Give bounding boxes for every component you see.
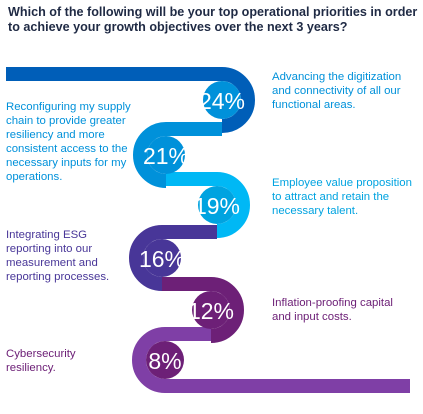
chart-title: Which of the following will be your top … [8,5,418,34]
percent-value-digitization: 24% [199,88,245,114]
label-supply-chain: Reconfiguring my supply chain to provide… [6,101,131,183]
label-inflation-proofing: Inflation-proofing capital and input cos… [272,297,393,323]
percent-circle-digitization [203,81,241,119]
percent-circle-supply-chain [147,136,185,174]
ribbon-path-group [6,67,410,393]
label-esg-reporting: Integrating ESG reporting into our measu… [6,229,110,283]
percent-value-inflation-proofing: 12% [188,298,234,324]
percent-circle-esg-reporting [143,239,181,277]
percent-circle-inflation-proofing [192,291,230,329]
label-cybersecurity: Cybersecurity resiliency. [6,348,76,374]
percent-value-employee-value: 19% [194,193,240,219]
percent-circles-group: 24% 21%19% 16%12% 8% [139,81,245,379]
percent-circle-employee-value [198,186,236,224]
percent-circle-cybersecurity [146,341,184,379]
percent-value-esg-reporting: 16% [139,246,185,272]
ribbon-segment-digitization [6,67,255,133]
ribbon-segment-cybersecurity [132,327,410,393]
percent-value-cybersecurity: 8% [148,348,181,374]
ribbon-segment-esg-reporting [129,225,217,291]
percent-value-supply-chain: 21% [143,143,189,169]
label-employee-value: Employee value proposition to attract an… [272,177,412,217]
ribbon-segment-employee-value [166,172,250,238]
label-digitization: Advancing the digitization and connectiv… [272,71,402,111]
ribbon-segment-inflation-proofing [162,277,244,343]
ribbon-segment-supply-chain [133,122,222,188]
